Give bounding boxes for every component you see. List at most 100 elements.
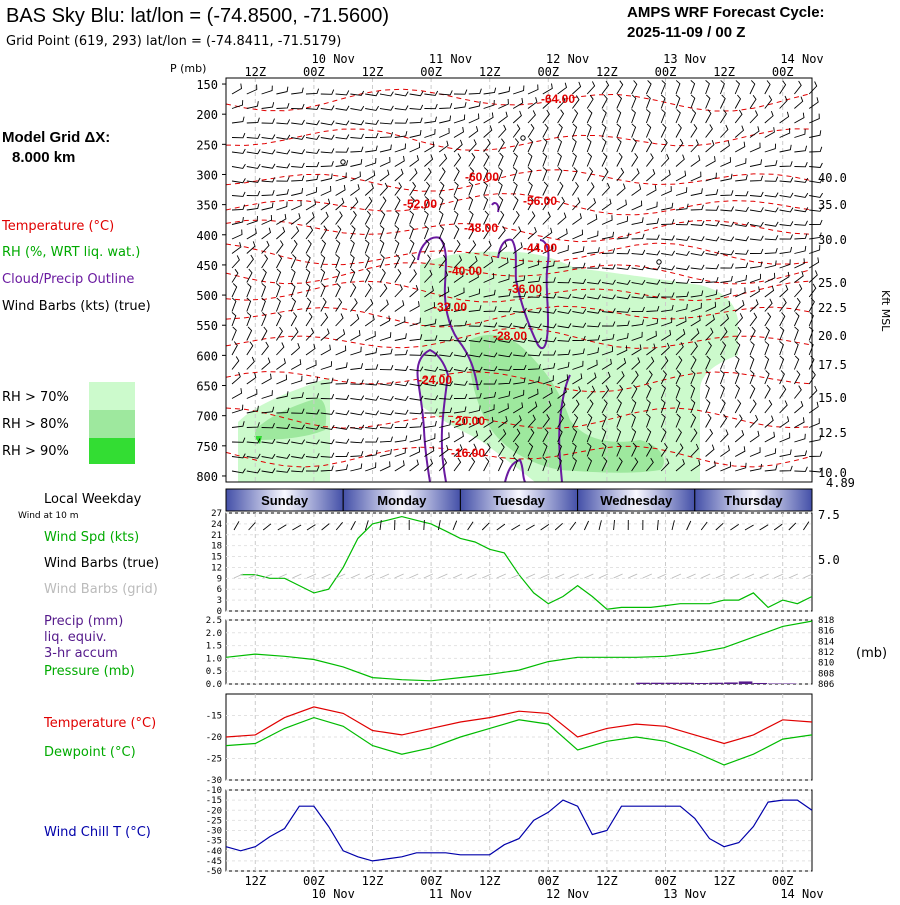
upper-wind-barb bbox=[424, 433, 435, 442]
upper-wind-barb bbox=[336, 198, 344, 210]
upper-wind-barb bbox=[780, 235, 793, 240]
height-tick: 22.5 bbox=[818, 301, 847, 315]
upper-wind-barb bbox=[365, 146, 377, 152]
upper-wind-barb bbox=[365, 197, 372, 210]
upper-wind-barb bbox=[735, 158, 746, 166]
surface-wind-barb bbox=[453, 521, 457, 530]
upper-wind-barb bbox=[528, 85, 538, 95]
upper-wind-barb bbox=[232, 178, 245, 182]
upper-wind-barb bbox=[350, 147, 363, 152]
upper-wind-barb bbox=[632, 124, 636, 138]
upper-wind-barb bbox=[350, 396, 363, 400]
upper-wind-barb bbox=[780, 208, 793, 212]
upper-wind-barb bbox=[410, 130, 421, 137]
upper-wind-barb bbox=[395, 366, 408, 371]
upper-wind-barb bbox=[513, 86, 524, 95]
upper-wind-barb bbox=[794, 401, 802, 413]
upper-wind-barb bbox=[306, 360, 316, 369]
upper-wind-barb bbox=[646, 80, 651, 94]
upper-wind-barb bbox=[735, 415, 742, 428]
height-tick: 40.0 bbox=[818, 171, 847, 185]
surface-wind-barb bbox=[526, 525, 535, 530]
upper-wind-barb bbox=[306, 269, 310, 283]
upper-wind-barb bbox=[691, 95, 695, 109]
upper-wind-barb bbox=[558, 110, 564, 123]
upper-wind-barb bbox=[735, 400, 740, 413]
upper-wind-barb bbox=[365, 411, 378, 415]
upper-wind-barb bbox=[794, 81, 801, 94]
contour-label: -16.00 bbox=[451, 446, 485, 460]
upper-wind-barb bbox=[794, 284, 801, 297]
upper-wind-barb bbox=[706, 206, 719, 211]
upper-wind-barb bbox=[395, 410, 408, 414]
upper-wind-barb bbox=[528, 153, 532, 167]
upper-wind-barb bbox=[750, 464, 762, 471]
upper-wind-barb bbox=[380, 332, 391, 340]
upper-wind-barb bbox=[350, 451, 363, 456]
upper-wind-barb bbox=[706, 461, 716, 471]
upper-wind-barb bbox=[306, 162, 319, 167]
grid-wind-barb bbox=[745, 574, 754, 578]
upper-wind-barb bbox=[454, 102, 466, 108]
upper-wind-barb bbox=[780, 193, 793, 197]
upper-wind-barb bbox=[750, 111, 758, 124]
contour-label: -24.00 bbox=[418, 373, 452, 387]
grid-wind-barb bbox=[672, 574, 681, 578]
panel-y-tick: 3 bbox=[217, 596, 222, 606]
upper-wind-barb bbox=[676, 187, 687, 195]
upper-wind-barb bbox=[809, 130, 821, 137]
panel-y-tick: 9 bbox=[217, 574, 222, 584]
wind-speed-line bbox=[241, 517, 812, 610]
upper-wind-barb bbox=[276, 227, 284, 239]
upper-wind-barb bbox=[291, 176, 304, 181]
wind-chill-panel: -10-15-20-25-30-35-40-45-50 bbox=[206, 786, 812, 877]
upper-wind-barb bbox=[424, 168, 431, 181]
upper-wind-barb bbox=[439, 103, 452, 108]
upper-wind-barb bbox=[632, 169, 640, 182]
upper-wind-barb bbox=[469, 114, 479, 124]
upper-wind-barb bbox=[336, 185, 346, 196]
upper-wind-barb bbox=[469, 153, 475, 166]
upper-wind-barb bbox=[809, 220, 822, 225]
surface-wind-barb bbox=[322, 524, 330, 530]
upper-wind-barb bbox=[291, 254, 296, 268]
upper-wind-barb bbox=[794, 341, 798, 355]
temperature-contour bbox=[226, 220, 812, 242]
panel-y-tick: 18 bbox=[211, 542, 222, 552]
top-time-label: 00Z bbox=[537, 65, 559, 79]
upper-wind-barb bbox=[247, 229, 256, 240]
upper-wind-barb bbox=[380, 316, 390, 326]
upper-wind-barb bbox=[735, 263, 748, 268]
upper-wind-barb bbox=[276, 343, 284, 356]
top-date-label: 10 Nov bbox=[312, 52, 355, 66]
contour-label: -56.00 bbox=[523, 194, 557, 208]
upper-wind-barb bbox=[720, 110, 726, 123]
upper-wind-barb bbox=[262, 283, 266, 297]
upper-wind-barb bbox=[395, 211, 399, 225]
surface-wind-barb bbox=[657, 520, 658, 530]
upper-wind-barb bbox=[765, 341, 769, 355]
upper-wind-barb bbox=[276, 375, 286, 384]
upper-wind-barb bbox=[646, 251, 659, 255]
upper-wind-barb bbox=[262, 164, 275, 168]
upper-wind-barb bbox=[513, 98, 523, 109]
upper-wind-barb bbox=[484, 113, 494, 124]
upper-wind-barb bbox=[247, 327, 252, 341]
precip-bar bbox=[783, 683, 797, 684]
upper-wind-barb bbox=[350, 284, 355, 298]
upper-wind-barb bbox=[632, 184, 641, 195]
upper-wind-barb bbox=[321, 199, 330, 210]
panel-y-tick: 0.5 bbox=[206, 667, 222, 677]
upper-wind-barb bbox=[262, 390, 273, 398]
upper-wind-barb bbox=[262, 342, 269, 355]
upper-wind-barb bbox=[661, 251, 674, 255]
upper-wind-barb bbox=[498, 153, 503, 167]
upper-wind-barb bbox=[336, 465, 348, 472]
upper-wind-barb bbox=[735, 236, 748, 240]
pressure-tick: 250 bbox=[196, 138, 218, 152]
upper-wind-barb bbox=[395, 106, 408, 110]
pressure-y2-tick: 816 bbox=[818, 627, 834, 637]
upper-wind-barb bbox=[632, 250, 645, 255]
